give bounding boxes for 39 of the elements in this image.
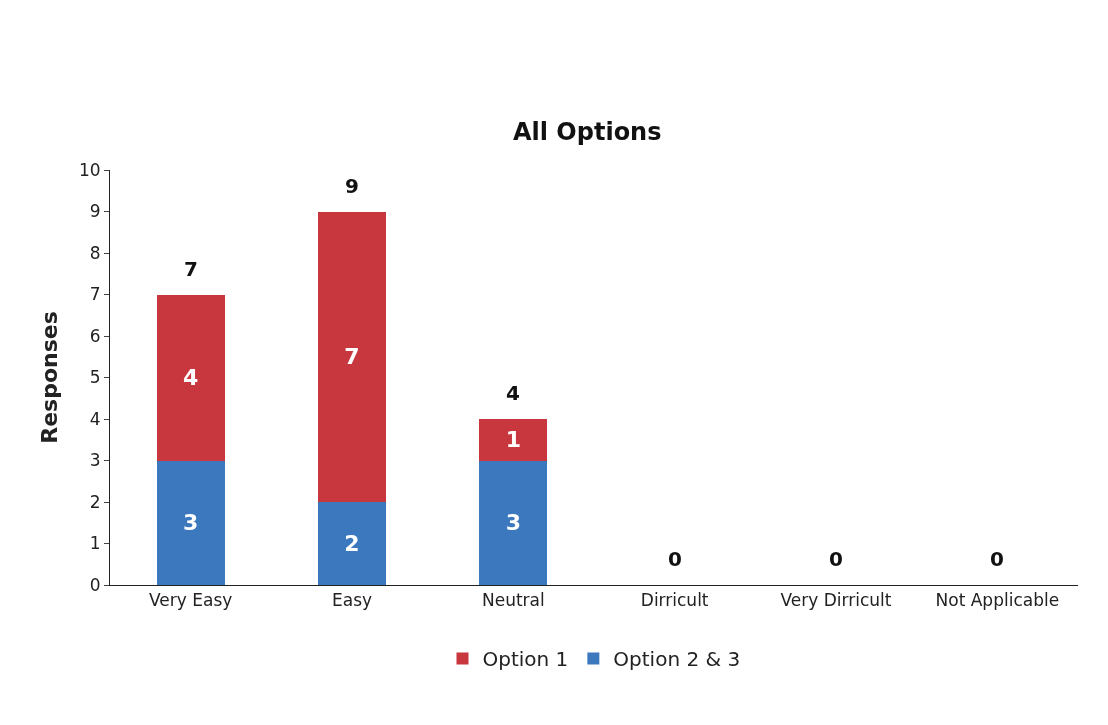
y-tick-label: 0 — [89, 574, 101, 595]
data-label: 4 — [183, 365, 199, 390]
bar — [156, 460, 225, 585]
bar — [479, 460, 548, 585]
chart-title: All Options — [512, 118, 662, 147]
legend-label: Option 1 — [482, 647, 569, 672]
bar — [318, 502, 386, 585]
y-tick-label: 4 — [89, 408, 101, 429]
x-tick-label: Dirricult — [640, 590, 709, 611]
x-tick-label: Easy — [331, 590, 373, 611]
bar — [479, 419, 548, 461]
y-tick-label: 7 — [89, 284, 101, 305]
y-tick-label: 10 — [78, 159, 101, 180]
x-tick-label: Not Applicable — [935, 590, 1060, 611]
y-tick-label: 5 — [89, 367, 101, 388]
bar — [156, 294, 225, 461]
y-tick-label: 8 — [89, 242, 101, 263]
total-label: 0 — [668, 547, 682, 571]
legend-label: Option 2 & 3 — [613, 647, 741, 672]
total-label: 0 — [990, 547, 1004, 571]
data-label: 1 — [505, 427, 521, 453]
y-axis-title: Responses — [36, 311, 62, 444]
total-label: 9 — [345, 174, 359, 198]
data-label: 3 — [183, 510, 199, 536]
data-label: 2 — [344, 531, 360, 556]
x-tick-label: Neutral — [481, 590, 545, 611]
x-tick-label: Very Dirricult — [780, 590, 892, 611]
total-label: 7 — [184, 257, 198, 281]
bar — [318, 211, 386, 502]
x-tick-label: Very Easy — [149, 590, 233, 611]
y-tick-label: 6 — [89, 325, 101, 346]
data-label: 7 — [344, 344, 360, 370]
total-label: 4 — [506, 381, 520, 405]
total-label: 0 — [829, 547, 843, 571]
y-tick-label: 1 — [89, 533, 101, 554]
y-tick-label: 2 — [89, 491, 101, 512]
y-tick-label: 9 — [89, 201, 101, 222]
y-tick-label: 3 — [89, 450, 101, 471]
data-label: 3 — [505, 510, 521, 536]
